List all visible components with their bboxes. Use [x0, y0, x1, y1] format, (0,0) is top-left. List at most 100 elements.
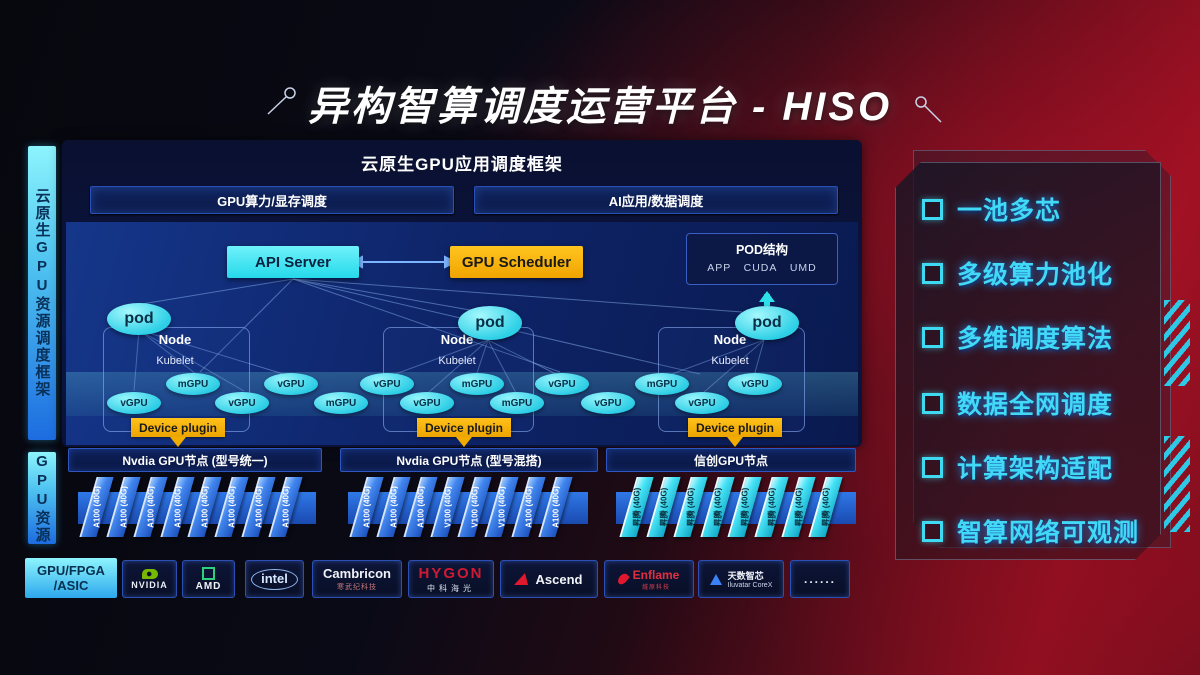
- pod-ellipse-2: pod: [458, 306, 522, 340]
- gpu-card: A100 (40G): [88, 477, 105, 537]
- gpu-card-label: 昇腾 (40G): [659, 487, 668, 527]
- gpu-card: A100 (40G): [169, 477, 186, 537]
- feature-text: 一池多芯: [957, 197, 1062, 225]
- gpu-card-label: 昇腾 (40G): [740, 487, 749, 527]
- feature-panel: [895, 162, 1161, 560]
- hardware-type-line1: GPU/FPGA: [37, 563, 105, 578]
- feature-text: 智算网络可观测: [957, 519, 1140, 547]
- gpu-group-header-3: 信创GPU节点: [606, 448, 856, 472]
- vendor-cambricon: Cambricon 寒武纪科技: [312, 560, 402, 598]
- gpu-card: A100 (40G): [223, 477, 240, 537]
- gpu-card-label: A100 (40G): [389, 486, 398, 528]
- square-bullet-icon: [922, 456, 943, 478]
- gpu-card: A100 (40G): [412, 477, 429, 537]
- gpu-card-label: A100 (40G): [146, 486, 155, 528]
- vendor-name: 天数智芯: [727, 571, 764, 581]
- vendor-hygon: HYGON 中科海光: [408, 560, 494, 598]
- vendor-subname: Iluvatar CoreX: [727, 582, 773, 589]
- vendor-enflame: Enflame 燧原科技: [604, 560, 694, 598]
- gpu-card: 昇腾 (40G): [736, 477, 753, 537]
- square-bullet-icon: [922, 198, 943, 220]
- gpu-card-label: 昇腾 (40G): [794, 487, 803, 527]
- vendor-subname: 寒武纪科技: [337, 584, 377, 591]
- ascend-logo-icon: [513, 573, 532, 585]
- pod-ellipse-3: pod: [735, 306, 799, 340]
- vendor-name: AMD: [195, 580, 222, 592]
- gpu-card-label: A100 (40G): [200, 486, 209, 528]
- node-2-label: Node: [440, 332, 474, 347]
- iluvatar-logo-icon: [709, 573, 722, 585]
- gpu-card: A100 (40G): [115, 477, 132, 537]
- node-2-kubelet: Kubelet: [438, 355, 476, 367]
- pod-structure-box: POD结构 APP CUDA UMD: [686, 233, 838, 285]
- pod-layer-cuda: CUDA: [743, 262, 778, 274]
- device-plugin-3: Device plugin: [688, 418, 782, 447]
- gpu-card: 昇腾 (40G): [763, 477, 780, 537]
- gpu-unit: mGPU: [166, 373, 220, 395]
- feature-item: 智算网络可观测: [922, 515, 1139, 547]
- gpu-card-label: 昇腾 (40G): [767, 487, 776, 527]
- gpu-card: 昇腾 (40G): [628, 477, 645, 537]
- pod-up-arrow-stem: [764, 294, 770, 306]
- feature-item: 计算架构适配: [922, 451, 1113, 483]
- hazard-stripes-decoration: [1164, 300, 1190, 386]
- rail-cloud-native-framework: 云原生GPU资源调度框架: [28, 146, 56, 440]
- vendor-name: Enflame: [632, 567, 680, 582]
- gpu-scheduler-box: GPU Scheduler: [450, 246, 583, 278]
- vendor-name: intel: [251, 568, 298, 590]
- gpu-card-label: A100 (40G): [362, 486, 371, 528]
- gpu-card: A100 (40G): [277, 477, 294, 537]
- gpu-card: 昇腾 (40G): [790, 477, 807, 537]
- vendor-subname: 中科海光: [427, 583, 475, 593]
- hazard-stripes-decoration: [1164, 436, 1190, 532]
- gpu-unit: vGPU: [728, 373, 782, 395]
- vendor-subname: 燧原科技: [641, 584, 670, 591]
- feature-text: 计算架构适配: [957, 455, 1114, 483]
- pod-structure-title: POD结构: [735, 243, 789, 257]
- enflame-logo-icon: [615, 571, 630, 587]
- feature-text: 多级算力池化: [957, 261, 1114, 289]
- gpu-card-label: A100 (40G): [92, 486, 101, 528]
- frame-title: 云原生GPU应用调度框架: [361, 155, 563, 174]
- gpu-unit: mGPU: [490, 392, 544, 414]
- gpu-card-label: A100 (40G): [416, 486, 425, 528]
- gpu-card: V100 (40G): [493, 477, 510, 537]
- gpu-card-label: A100 (40G): [119, 486, 128, 528]
- gpu-card-label: A100 (40G): [227, 486, 236, 528]
- gpu-card: A100 (40G): [547, 477, 564, 537]
- vendor-name: NVIDIA: [131, 579, 168, 590]
- gpu-card: 昇腾 (40G): [709, 477, 726, 537]
- page-title: 异构智算调度运营平台 - HISO: [307, 85, 893, 129]
- pod-layer-app: APP: [707, 262, 732, 274]
- bar-gpu-compute-scheduling: GPU算力/显存调度: [90, 186, 454, 214]
- rail-gpu-resource: GPU资源: [28, 452, 56, 544]
- gpu-card-label: 昇腾 (40G): [821, 487, 830, 527]
- gpu-card: V100 (40G): [466, 477, 483, 537]
- gpu-card-label: V100 (40G): [497, 486, 506, 528]
- gpu-card-label: V100 (40G): [470, 486, 479, 528]
- node-1-label: Node: [158, 332, 192, 347]
- gpu-card: 昇腾 (40G): [655, 477, 672, 537]
- gpu-card-label: A100 (40G): [281, 486, 290, 528]
- vendor-name: Cambricon: [323, 566, 391, 581]
- gpu-unit: vGPU: [535, 373, 589, 395]
- pod-layer-umd: UMD: [789, 262, 817, 274]
- gpu-card: A100 (40G): [196, 477, 213, 537]
- device-plugin-1: Device plugin: [131, 418, 225, 447]
- gpu-group-header-1: Nvdia GPU节点 (型号统一): [68, 448, 322, 472]
- gpu-card: A100 (40G): [520, 477, 537, 537]
- gpu-card-label: A100 (40G): [551, 486, 560, 528]
- square-bullet-icon: [922, 520, 943, 542]
- gpu-unit: mGPU: [450, 373, 504, 395]
- feature-item: 数据全网调度: [922, 387, 1113, 419]
- gpu-card-label: 昇腾 (40G): [713, 487, 722, 527]
- hardware-type-line2: /ASIC: [53, 578, 89, 593]
- gpu-card: A100 (40G): [358, 477, 375, 537]
- vendor-iluvatar: 天数智芯 Iluvatar CoreX: [698, 560, 784, 598]
- node-3-kubelet: Kubelet: [711, 355, 749, 367]
- vendor-more-dots: ......: [803, 572, 836, 586]
- bar-ai-data-scheduling: AI应用/数据调度: [474, 186, 838, 214]
- gpu-card: A100 (40G): [250, 477, 267, 537]
- gpu-unit: vGPU: [107, 392, 161, 414]
